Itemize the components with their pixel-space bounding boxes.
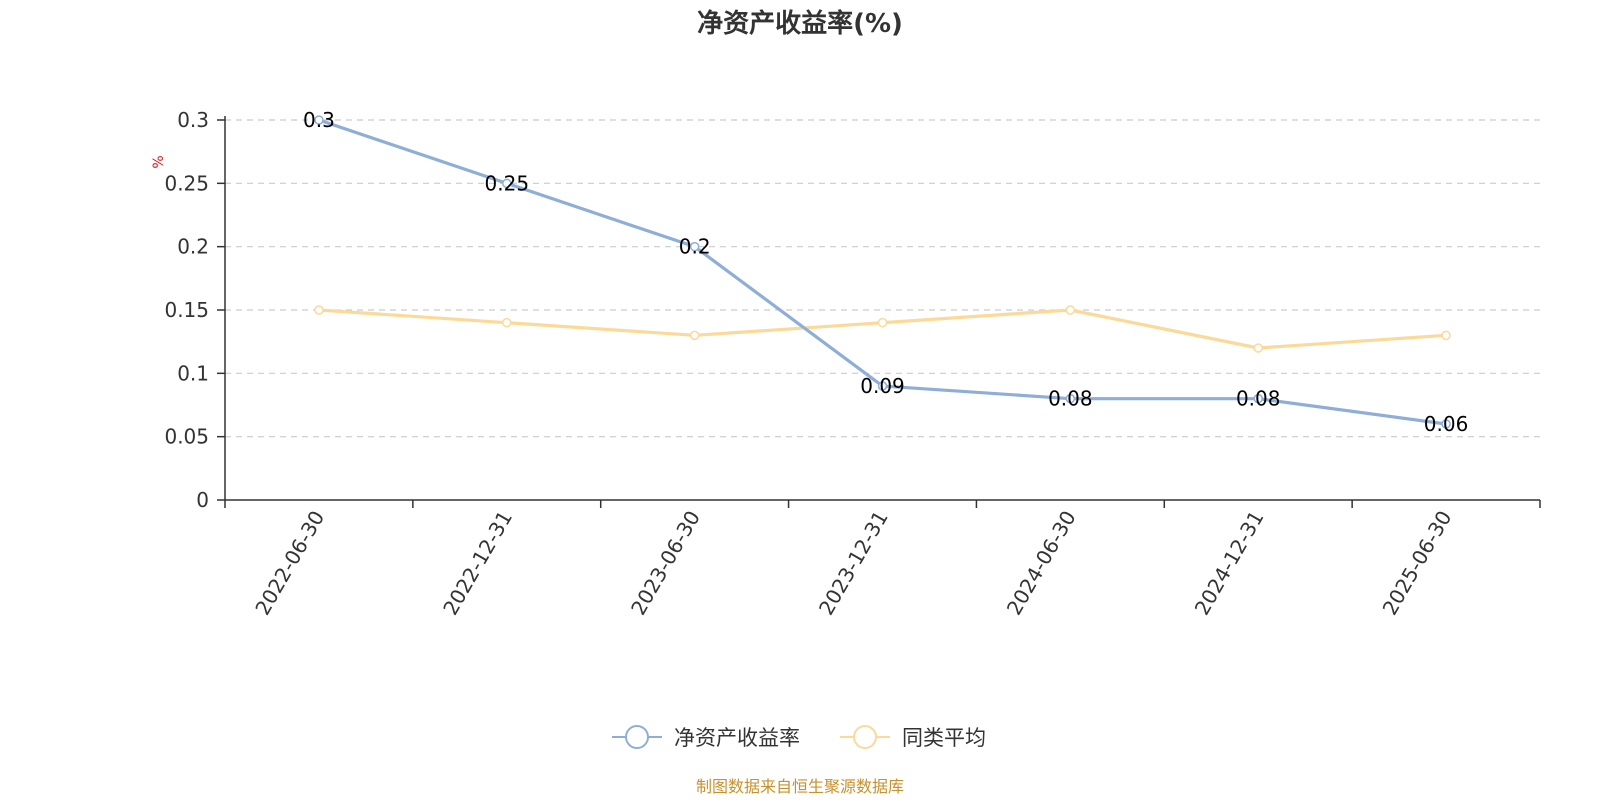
y-tick-labels: 0 0.05 0.1 0.15 0.2 0.25 0.3 — [164, 108, 209, 512]
x-tick-label: 2024-06-30 — [1002, 507, 1081, 620]
y-tick-label: 0.15 — [164, 298, 209, 322]
data-point — [1065, 393, 1076, 404]
x-tick-label: 2023-12-31 — [814, 507, 893, 620]
data-point — [1441, 330, 1451, 341]
data-label: 0.09 — [860, 374, 905, 398]
data-label: 0.06 — [1424, 412, 1469, 436]
legend-label: 净资产收益率 — [674, 726, 800, 750]
series-line — [318, 308, 1447, 350]
axes — [217, 116, 1541, 508]
legend-item[interactable]: 净资产收益率 — [612, 725, 800, 750]
y-tick-label: 0.3 — [177, 108, 209, 132]
data-point — [1253, 343, 1263, 353]
data-point — [689, 330, 700, 341]
data-labels: 0.3 0.25 0.2 0.09 0.08 0.08 0.06 — [303, 108, 1468, 436]
y-tick-label: 0.25 — [164, 171, 209, 195]
chart-title: 净资产收益率(%) — [697, 8, 903, 39]
y-tick-label: 0 — [196, 488, 209, 512]
legend-label: 同类平均 — [902, 726, 986, 750]
data-label: 0.08 — [1048, 387, 1093, 411]
y-tick-label: 0.2 — [177, 235, 209, 259]
y-tick-label: 0.05 — [164, 425, 209, 449]
data-point — [877, 317, 888, 328]
data-label: 0.2 — [679, 235, 711, 259]
x-tick-label: 2022-06-30 — [250, 507, 329, 620]
x-tick-labels: 2022-06-30 2022-12-31 2023-06-30 2023-12-31… — [250, 507, 1456, 620]
x-tick-label: 2025-06-30 — [1377, 507, 1456, 620]
data-point — [877, 381, 888, 391]
legend-item[interactable]: 同类平均 — [840, 725, 986, 750]
data-point — [1441, 419, 1451, 429]
legend[interactable]: 净资产收益率 同类平均 — [612, 725, 986, 750]
legend-marker-icon — [625, 725, 649, 749]
source-note: 制图数据来自恒生聚源数据库 — [696, 777, 904, 796]
y-tick-label: 0.1 — [177, 361, 209, 385]
data-label: 0.25 — [485, 171, 530, 195]
data-point — [502, 317, 512, 328]
data-point — [1253, 393, 1263, 404]
series-lines — [314, 115, 1451, 429]
x-tick-label: 2023-06-30 — [626, 507, 705, 620]
legend-marker-icon — [853, 725, 877, 749]
data-point — [314, 115, 324, 125]
data-label: 0.08 — [1236, 387, 1281, 411]
data-point — [1065, 305, 1076, 315]
data-point — [689, 241, 700, 252]
x-tick-label: 2024-12-31 — [1190, 507, 1269, 620]
y-axis-unit-label: % — [151, 155, 167, 168]
data-label: 0.3 — [303, 108, 335, 132]
data-point — [502, 178, 512, 189]
data-point — [314, 305, 324, 315]
x-tick-label: 2022-12-31 — [438, 507, 517, 620]
